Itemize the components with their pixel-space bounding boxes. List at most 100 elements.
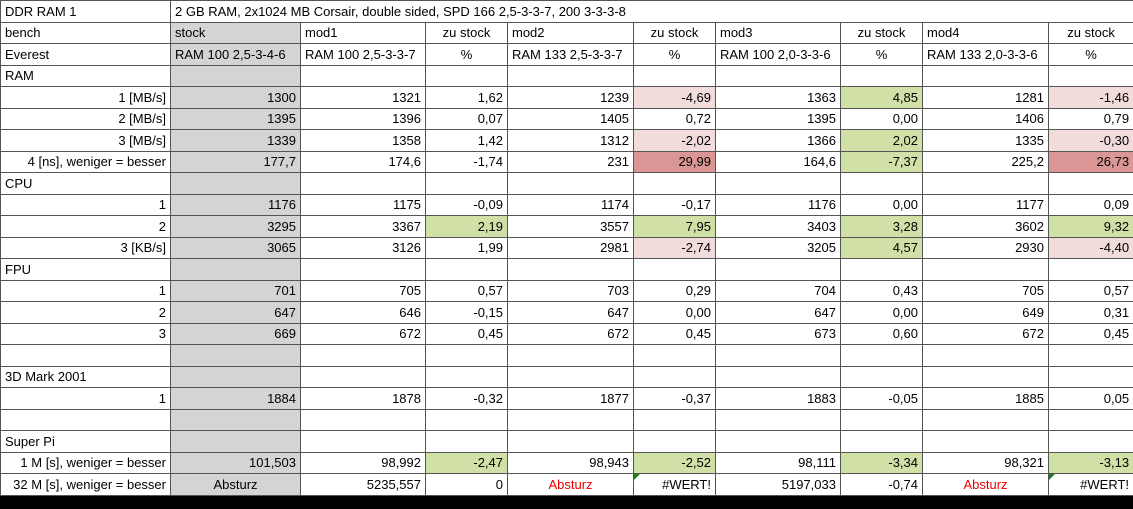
cell[interactable]: 0,05 [1049,388,1133,410]
cell[interactable]: 177,7 [171,151,301,173]
section-label[interactable] [1,409,171,431]
cell[interactable] [508,173,634,195]
section-label[interactable] [1,345,171,367]
cell[interactable]: 3602 [923,216,1049,238]
cell[interactable] [634,409,716,431]
cell[interactable] [841,173,923,195]
row-label[interactable]: 1 [1,194,171,216]
cell[interactable]: 1177 [923,194,1049,216]
col-header-percent-1[interactable]: % [426,44,508,66]
cell[interactable] [923,65,1049,87]
col-header-percent-3[interactable]: % [841,44,923,66]
cell[interactable] [1049,431,1133,453]
cell[interactable] [508,431,634,453]
cell[interactable] [923,173,1049,195]
cell[interactable]: 7,95 [634,216,716,238]
cell[interactable]: -0,74 [841,474,923,496]
section-label[interactable]: FPU [1,259,171,281]
cell[interactable] [634,259,716,281]
cell[interactable] [716,409,841,431]
col-header-zu-stock-2[interactable]: zu stock [634,22,716,44]
cell[interactable] [426,173,508,195]
cell[interactable] [841,366,923,388]
cell[interactable]: 0,43 [841,280,923,302]
cell[interactable]: 1883 [716,388,841,410]
cell[interactable]: -0,09 [426,194,508,216]
cell[interactable]: 2,19 [426,216,508,238]
cell[interactable] [923,366,1049,388]
cell[interactable]: -0,05 [841,388,923,410]
cell[interactable]: 3295 [171,216,301,238]
cell[interactable]: 1,42 [426,130,508,152]
cell[interactable] [716,173,841,195]
cell[interactable]: 98,321 [923,452,1049,474]
cell[interactable]: 0,45 [426,323,508,345]
row-label[interactable]: 32 M [s], weniger = besser [1,474,171,496]
cell[interactable]: 703 [508,280,634,302]
cell[interactable]: 647 [716,302,841,324]
row-label[interactable]: 2 [MB/s] [1,108,171,130]
cell[interactable] [1049,366,1133,388]
cell[interactable]: 2981 [508,237,634,259]
col-header-zu-stock-3[interactable]: zu stock [841,22,923,44]
cell[interactable] [634,345,716,367]
cell[interactable] [634,431,716,453]
cell[interactable]: 1884 [171,388,301,410]
cell[interactable] [171,409,301,431]
cell[interactable]: -1,74 [426,151,508,173]
cell[interactable]: 231 [508,151,634,173]
cell[interactable]: 0,79 [1049,108,1133,130]
cell[interactable]: 0,31 [1049,302,1133,324]
cell[interactable]: 1358 [301,130,426,152]
col-header-mod2[interactable]: mod2 [508,22,634,44]
cell[interactable]: 0,07 [426,108,508,130]
cell[interactable] [171,431,301,453]
cell[interactable]: 647 [508,302,634,324]
cell[interactable]: -0,17 [634,194,716,216]
cell[interactable] [171,173,301,195]
cell[interactable]: 1321 [301,87,426,109]
cell[interactable]: 3205 [716,237,841,259]
cell[interactable]: 4,57 [841,237,923,259]
cell[interactable]: -3,13 [1049,452,1133,474]
row-label[interactable]: 3 [KB/s] [1,237,171,259]
cell[interactable] [508,366,634,388]
cell[interactable]: 1239 [508,87,634,109]
cell[interactable]: 164,6 [716,151,841,173]
cell[interactable] [923,259,1049,281]
cell[interactable] [508,345,634,367]
cell[interactable]: -7,37 [841,151,923,173]
cell[interactable]: 1176 [716,194,841,216]
cell[interactable]: 0,45 [1049,323,1133,345]
cell[interactable]: 1406 [923,108,1049,130]
cell[interactable]: 98,943 [508,452,634,474]
ram-description[interactable]: 2 GB RAM, 2x1024 MB Corsair, double side… [171,1,1133,23]
col-header-mod4-timing[interactable]: RAM 133 2,0-3-3-6 [923,44,1049,66]
cell[interactable] [508,65,634,87]
cell[interactable]: 0,57 [426,280,508,302]
section-label[interactable]: CPU [1,173,171,195]
cell[interactable]: 1312 [508,130,634,152]
cell[interactable]: 0 [426,474,508,496]
cell[interactable]: 0,72 [634,108,716,130]
cell[interactable]: -2,74 [634,237,716,259]
col-header-mod3[interactable]: mod3 [716,22,841,44]
row-label[interactable]: 4 [ns], weniger = besser [1,151,171,173]
row-label[interactable]: 1 [MB/s] [1,87,171,109]
cell[interactable] [634,65,716,87]
col-header-everest[interactable]: Everest [1,44,171,66]
cell[interactable]: 0,00 [841,108,923,130]
col-header-mod4[interactable]: mod4 [923,22,1049,44]
cell[interactable]: 0,57 [1049,280,1133,302]
cell[interactable]: -2,02 [634,130,716,152]
col-header-bench[interactable]: bench [1,22,171,44]
cell[interactable]: 1405 [508,108,634,130]
cell[interactable]: 0,09 [1049,194,1133,216]
cell[interactable]: 1878 [301,388,426,410]
cell[interactable]: Absturz [508,474,634,496]
cell[interactable]: 1395 [171,108,301,130]
cell[interactable]: 2,02 [841,130,923,152]
cell[interactable]: 1396 [301,108,426,130]
cell[interactable]: -2,52 [634,452,716,474]
cell[interactable]: 2930 [923,237,1049,259]
